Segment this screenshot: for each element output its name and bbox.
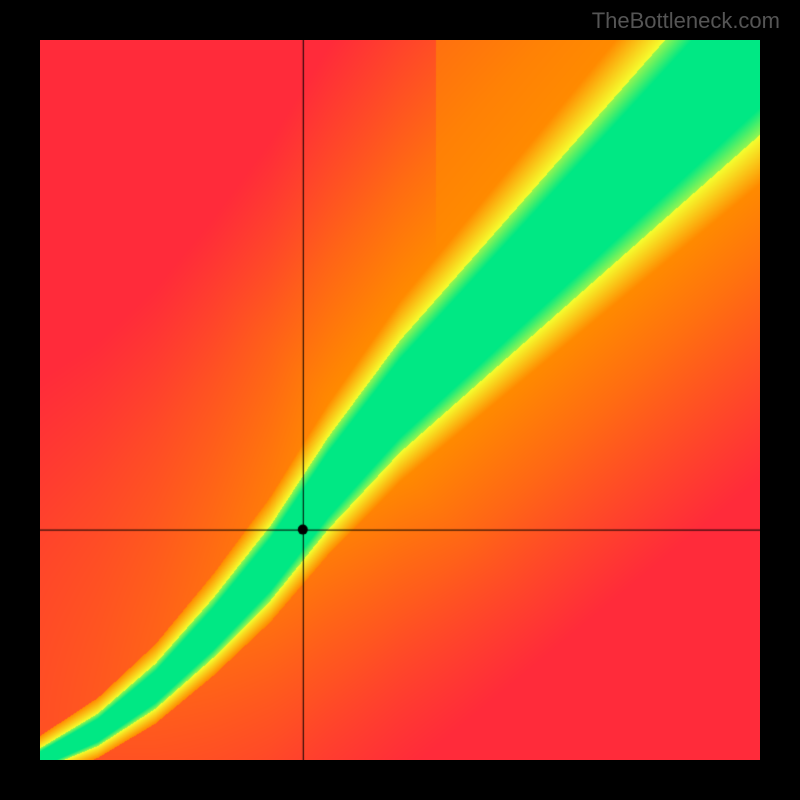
watermark-text: TheBottleneck.com xyxy=(592,8,780,34)
heatmap-canvas xyxy=(40,40,760,760)
bottleneck-heatmap xyxy=(40,40,760,760)
